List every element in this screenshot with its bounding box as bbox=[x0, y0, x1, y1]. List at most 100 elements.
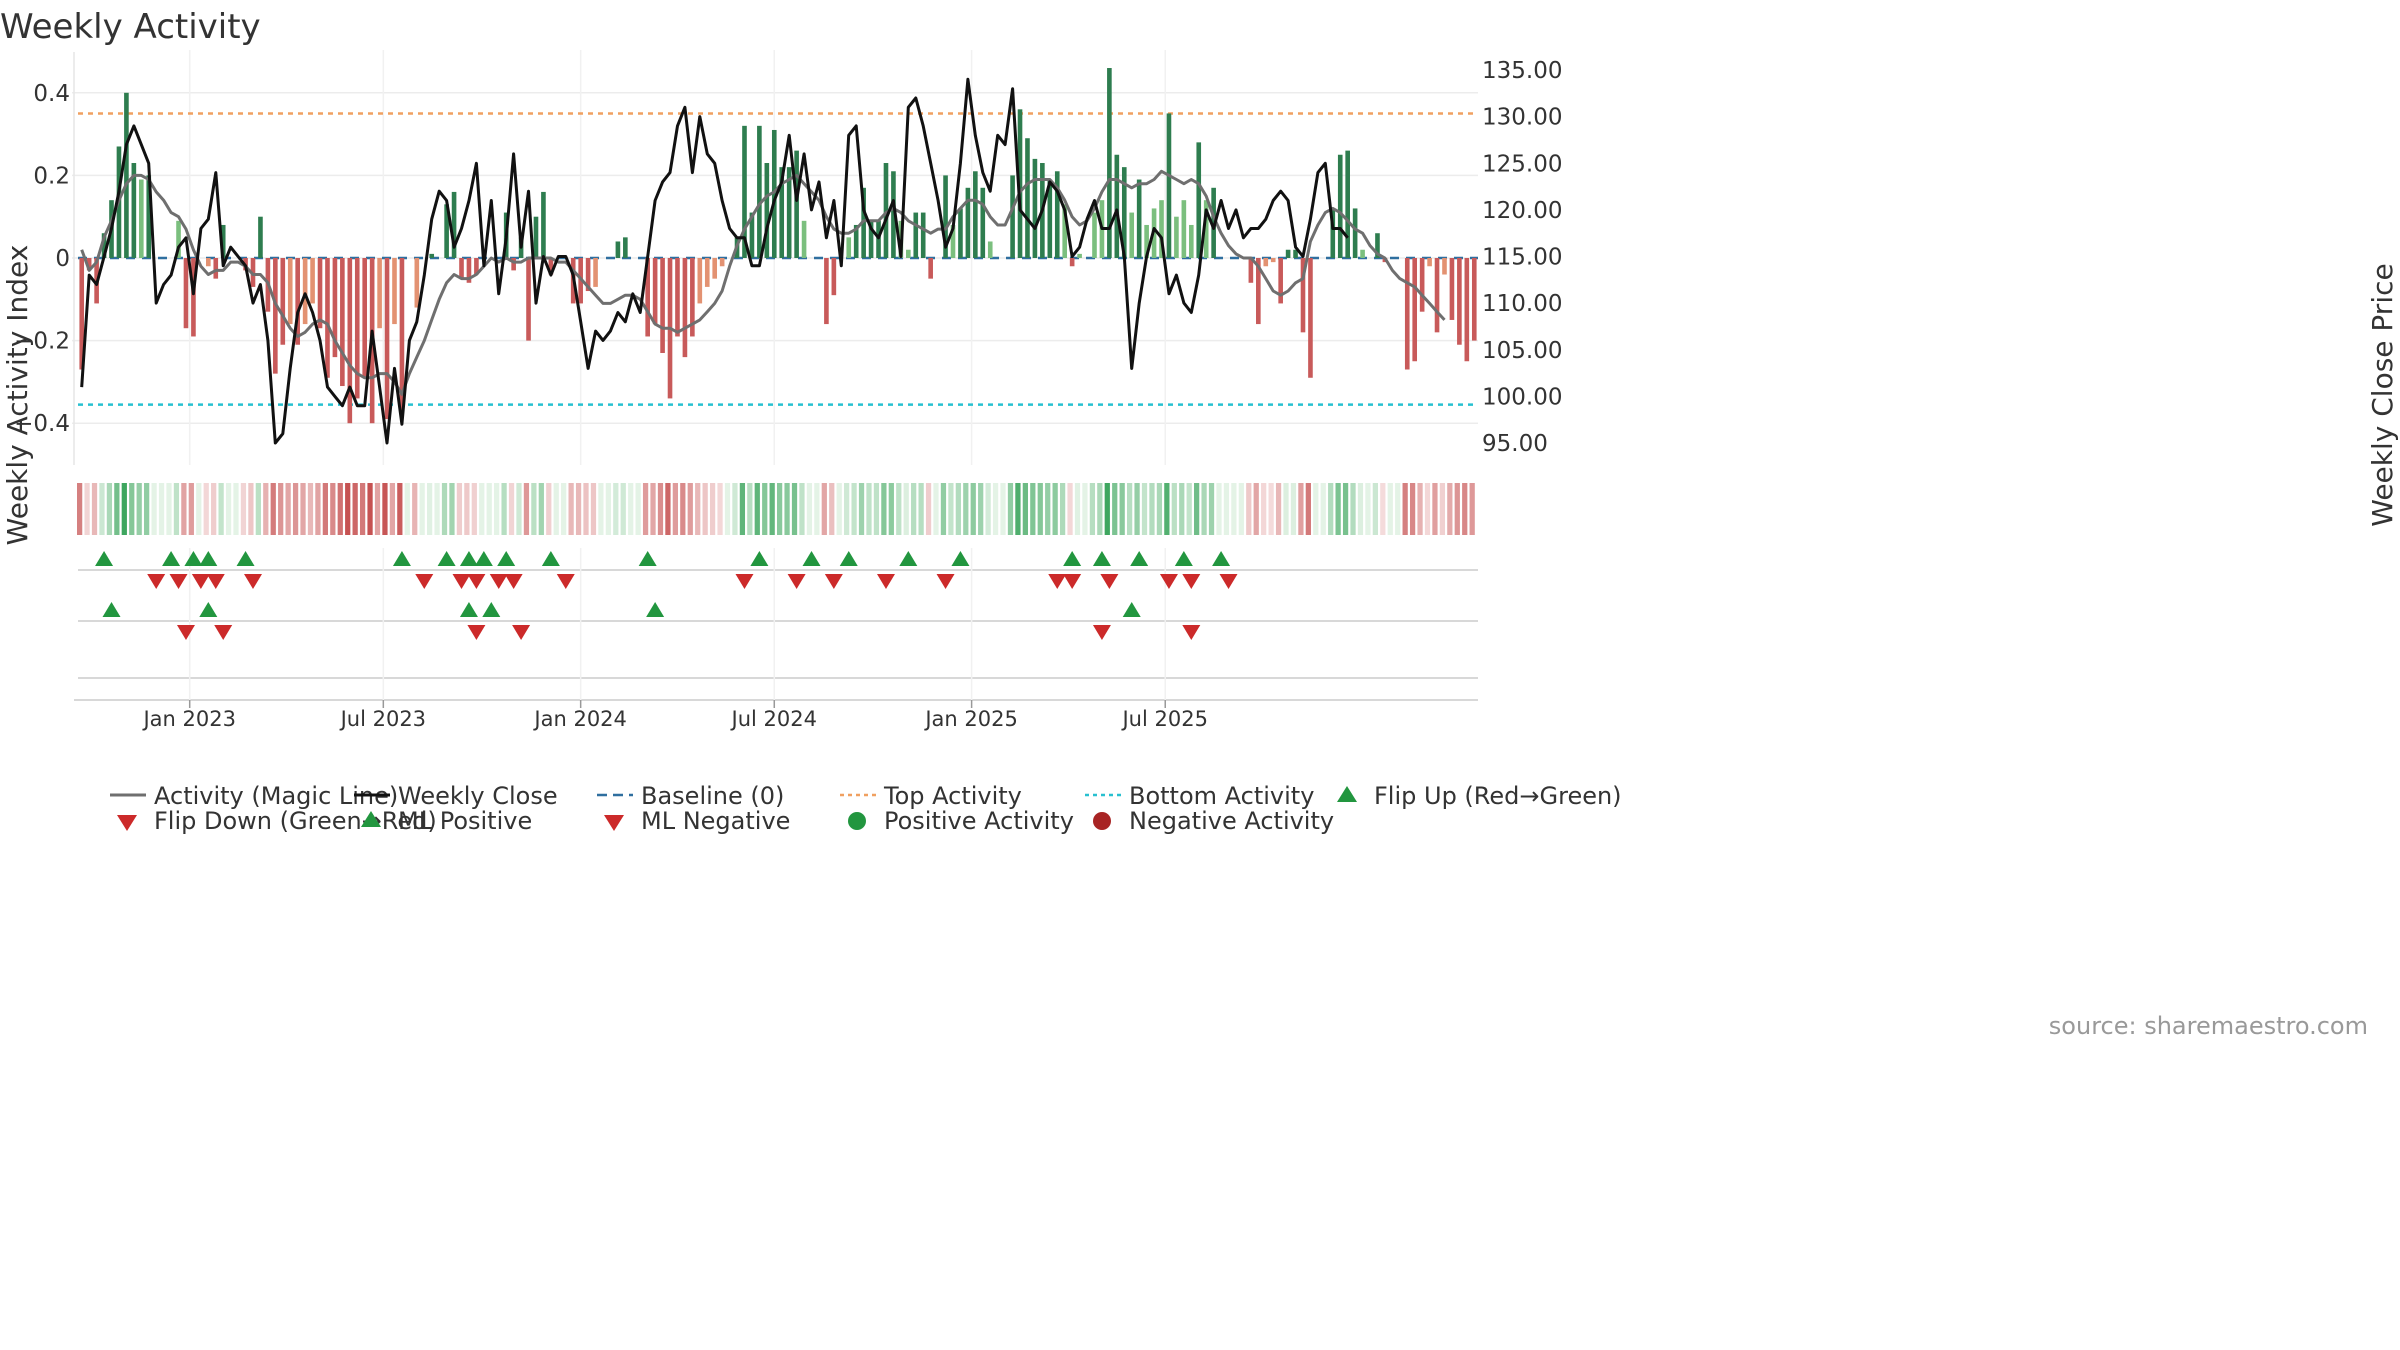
chart-title: Weekly Activity bbox=[0, 7, 261, 47]
heat-cell bbox=[1305, 483, 1311, 535]
activity-bar bbox=[146, 175, 152, 258]
heat-cell bbox=[970, 483, 976, 535]
activity-bar bbox=[317, 258, 323, 329]
heat-cell bbox=[642, 483, 649, 535]
heat-cell bbox=[397, 483, 403, 535]
heat-cell bbox=[1402, 483, 1408, 535]
heat-cell bbox=[754, 483, 760, 535]
flip-down-marker bbox=[1063, 574, 1082, 589]
activity-bar bbox=[920, 212, 926, 258]
heat-cell bbox=[613, 483, 619, 535]
activity-bar bbox=[585, 258, 591, 292]
activity-bar bbox=[1427, 258, 1432, 267]
activity-bar bbox=[86, 258, 92, 271]
ml-negative-marker bbox=[467, 625, 486, 640]
heat-cell bbox=[225, 483, 232, 535]
flip-up-marker bbox=[839, 551, 858, 566]
activity-bar bbox=[466, 258, 472, 283]
activity-bar bbox=[712, 258, 718, 279]
y2-tick-label: 105.00 bbox=[1482, 338, 1562, 364]
heat-cell bbox=[873, 483, 880, 535]
activity-bar bbox=[1412, 258, 1418, 362]
y-tick-label: 0.2 bbox=[33, 163, 70, 189]
heat-cell bbox=[240, 483, 247, 535]
heat-cell bbox=[158, 483, 165, 535]
heat-cell bbox=[1022, 483, 1028, 535]
activity-bar bbox=[124, 92, 129, 258]
y2-tick-label: 110.00 bbox=[1482, 291, 1562, 317]
flip-down-marker bbox=[415, 574, 434, 589]
heat-cell bbox=[1372, 483, 1378, 535]
heat-cell bbox=[665, 483, 671, 535]
flip-down-marker bbox=[1159, 574, 1178, 589]
heat-cell bbox=[434, 483, 440, 535]
ml-positive-marker bbox=[482, 602, 501, 617]
heat-cell bbox=[1141, 483, 1148, 535]
heat-cell bbox=[896, 483, 902, 535]
heat-cell bbox=[762, 483, 768, 535]
activity-bar bbox=[131, 163, 137, 258]
y-axis-label: Weekly Activity Index bbox=[1, 245, 34, 546]
activity-bar bbox=[1054, 171, 1060, 258]
heat-cell bbox=[1417, 483, 1423, 535]
activity-bar bbox=[1010, 175, 1015, 258]
ml-positive-marker bbox=[102, 602, 121, 617]
activity-bar bbox=[1188, 224, 1194, 258]
activity-bar bbox=[206, 258, 211, 267]
activity-bar bbox=[965, 187, 971, 258]
heat-cell bbox=[784, 483, 790, 535]
y-tick-label: −0.2 bbox=[14, 329, 70, 355]
activity-bar bbox=[1308, 258, 1313, 378]
heat-cell bbox=[605, 483, 611, 535]
legend-label: Bottom Activity bbox=[1129, 782, 1314, 810]
activity-bar bbox=[1375, 233, 1380, 258]
heat-cell bbox=[121, 483, 127, 535]
activity-bar bbox=[883, 163, 889, 258]
heat-cell bbox=[1119, 483, 1125, 535]
heat-cell bbox=[1037, 483, 1043, 535]
heat-cell bbox=[1246, 483, 1252, 535]
heat-cell bbox=[1007, 483, 1014, 535]
heat-cell bbox=[292, 483, 299, 535]
flip-down-marker bbox=[489, 574, 508, 589]
heat-cell bbox=[940, 483, 947, 535]
heat-cell bbox=[777, 483, 783, 535]
heat-cell bbox=[1127, 483, 1133, 535]
heat-cell bbox=[456, 483, 463, 535]
activity-bar bbox=[868, 220, 874, 258]
heat-cell bbox=[1320, 483, 1326, 535]
legend-swatch bbox=[117, 815, 137, 831]
activity-bar bbox=[302, 258, 308, 325]
legend-item: Flip Down (Green→Red) bbox=[117, 807, 437, 835]
heat-cell bbox=[561, 483, 567, 535]
activity-bar bbox=[414, 258, 420, 308]
heat-cell bbox=[1082, 483, 1088, 535]
activity-bar bbox=[429, 253, 435, 258]
heat-cell bbox=[486, 483, 492, 535]
activity-bar bbox=[1293, 249, 1298, 258]
heat-cell bbox=[881, 483, 887, 535]
activity-bar bbox=[593, 258, 598, 287]
activity-bar bbox=[1017, 109, 1023, 258]
x-tick-label: Jul 2024 bbox=[730, 707, 817, 731]
activity-bar bbox=[682, 258, 688, 358]
heat-cell bbox=[680, 483, 686, 535]
heat-cell bbox=[650, 483, 656, 535]
activity-bar bbox=[511, 258, 516, 271]
activity-heat-strip bbox=[77, 483, 1475, 535]
activity-bar bbox=[1442, 258, 1447, 275]
heat-cell bbox=[427, 483, 433, 535]
activity-bar bbox=[1337, 154, 1343, 258]
activity-bar bbox=[474, 258, 479, 275]
activity-bar bbox=[742, 125, 747, 258]
flip-up-marker bbox=[750, 551, 769, 566]
activity-bar bbox=[1457, 258, 1462, 345]
heat-cell bbox=[84, 483, 90, 535]
activity-bar bbox=[325, 258, 330, 378]
legend-label: Negative Activity bbox=[1129, 807, 1334, 835]
heat-cell bbox=[1290, 483, 1297, 535]
heat-cell bbox=[307, 483, 314, 535]
ml-negative-marker bbox=[214, 625, 233, 640]
x-tick-label: Jan 2025 bbox=[923, 707, 1018, 731]
flip-down-marker bbox=[452, 574, 471, 589]
